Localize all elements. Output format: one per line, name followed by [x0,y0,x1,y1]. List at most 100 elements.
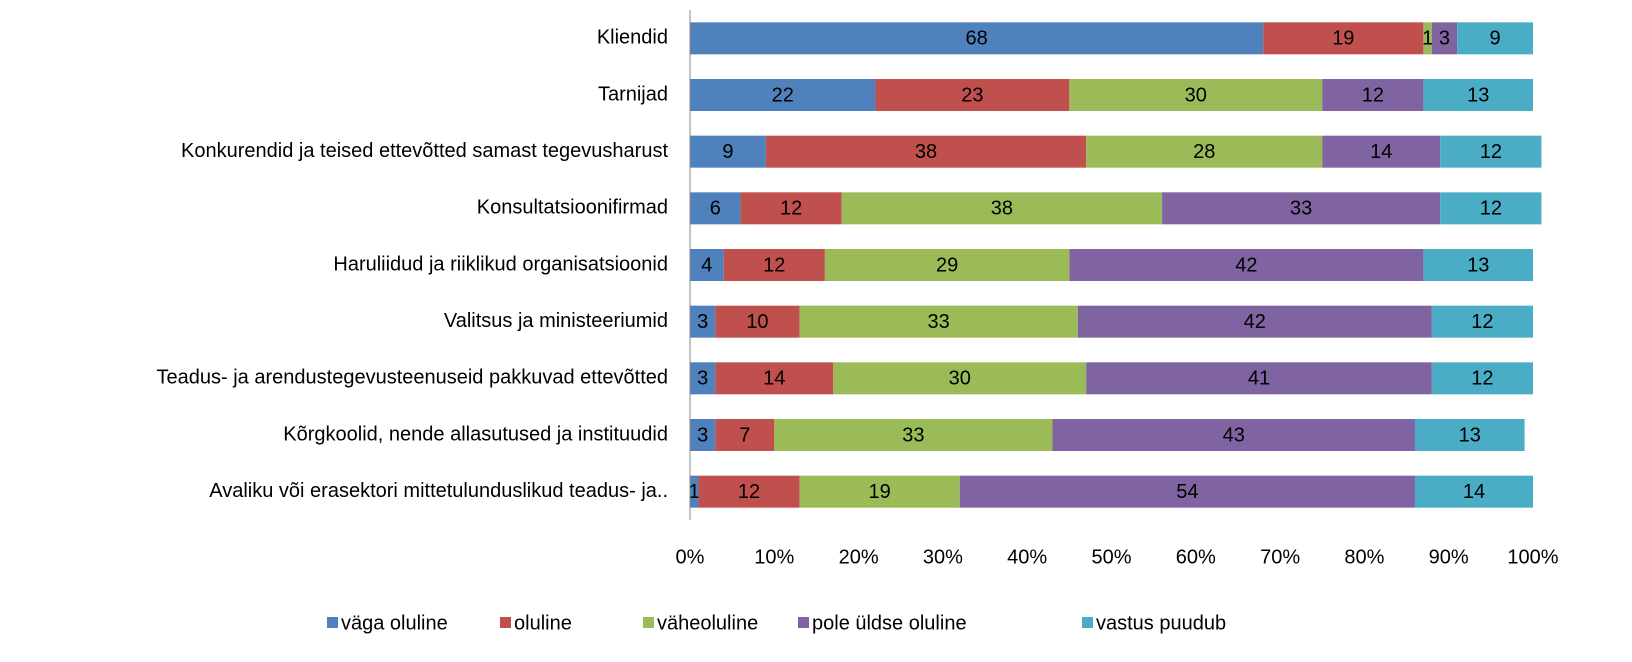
bar-segment [690,22,1264,55]
data-label: 38 [991,198,1013,220]
bar-segment [690,419,716,451]
bar-segment [1431,22,1458,55]
data-label: 13 [1467,84,1489,106]
data-label: 33 [928,311,950,333]
bar-segment [799,305,1078,338]
data-label: 28 [1193,141,1215,163]
bar-segment [1069,249,1424,281]
bar-segment [1086,362,1432,395]
bar-segment [959,475,1415,508]
data-label: 19 [1332,28,1354,50]
data-label: 3 [697,424,708,446]
data-label: 14 [1463,481,1485,503]
bar-segment [690,192,741,225]
bar-segment [1440,135,1542,168]
bar-segment [1423,79,1533,111]
legend-label: oluline [514,612,572,634]
x-tick-label: 20% [839,546,879,568]
bar-segment [1414,419,1525,451]
y-tick-label: Tarnijad [598,83,668,105]
data-label: 14 [763,368,785,390]
bar-segment [1322,79,1424,111]
legend-label: vastus puudub [1096,612,1226,634]
bar-segment [1322,135,1441,168]
data-label: 42 [1235,254,1257,276]
bar-segment [1052,419,1415,451]
legend-swatch [1082,617,1093,628]
data-label: 42 [1244,311,1266,333]
legend-label: pole üldse oluline [812,612,967,634]
data-label: 19 [869,481,891,503]
legend-swatch [500,617,511,628]
legend-swatch [643,617,654,628]
y-tick-label: Konkurendid ja teised ettevõtted samast … [181,140,668,162]
y-tick-label: Haruliidud ja riiklikud organisatsioonid [333,253,668,275]
data-label: 12 [1471,368,1493,390]
legend-swatch [327,617,338,628]
bar-segment [740,192,842,225]
bar-segment [1431,305,1533,338]
bar-segment [690,305,716,338]
bar-segment [715,419,775,451]
data-label: 33 [1290,198,1312,220]
x-tick-label: 80% [1344,546,1384,568]
data-label: 12 [1480,141,1502,163]
data-label: 9 [722,141,733,163]
bar-segment [774,419,1053,451]
data-label: 1 [1422,28,1433,50]
data-label: 22 [772,84,794,106]
data-label: 4 [701,254,712,276]
data-label: 6 [710,198,721,220]
y-tick-label: Valitsus ja ministeeriumid [444,310,668,332]
y-tick-label: Kõrgkoolid, nende allasutused ja institu… [283,423,668,445]
data-label: 3 [697,311,708,333]
data-label: 12 [1362,84,1384,106]
bar-segment [1077,305,1432,338]
data-label: 3 [697,368,708,390]
x-tick-label: 90% [1429,546,1469,568]
x-tick-label: 30% [923,546,963,568]
bar-segment [1263,22,1424,55]
bar-segment [690,362,716,395]
bar-segment [841,192,1163,225]
bar-segment [723,249,825,281]
y-tick-label: Konsultatsioonifirmad [477,197,668,219]
bar-segment [1457,22,1533,55]
x-tick-label: 10% [754,546,794,568]
bar-segment [690,475,699,508]
data-label: 30 [949,368,971,390]
data-label: 12 [738,481,760,503]
y-tick-label: Kliendid [597,27,668,49]
bar-segment [1162,192,1441,225]
bar-segment [690,79,876,111]
bar-segment [1440,192,1542,225]
bar-segment [1423,249,1533,281]
bar-segment [698,475,800,508]
data-label: 12 [780,198,802,220]
data-label: 9 [1490,28,1501,50]
data-label: 33 [902,424,924,446]
data-label: 68 [965,28,987,50]
bar-segment [833,362,1087,395]
legend-label: väheoluline [657,612,758,634]
data-label: 23 [961,84,983,106]
bar-segment [1423,22,1432,55]
data-label: 29 [936,254,958,276]
legend-swatch [798,617,809,628]
bar-segment [765,135,1087,168]
x-tick-label: 100% [1507,546,1558,568]
x-tick-label: 50% [1091,546,1131,568]
x-tick-label: 70% [1260,546,1300,568]
x-tick-label: 40% [1007,546,1047,568]
bar-segment [799,475,960,508]
x-tick-label: 0% [676,546,705,568]
bar-segment [1086,135,1323,168]
x-tick-label: 60% [1176,546,1216,568]
data-label: 13 [1459,424,1481,446]
bar-segment [824,249,1070,281]
data-label: 43 [1223,424,1245,446]
data-label: 12 [763,254,785,276]
bar-segment [690,135,766,168]
data-label: 12 [1480,198,1502,220]
data-label: 38 [915,141,937,163]
